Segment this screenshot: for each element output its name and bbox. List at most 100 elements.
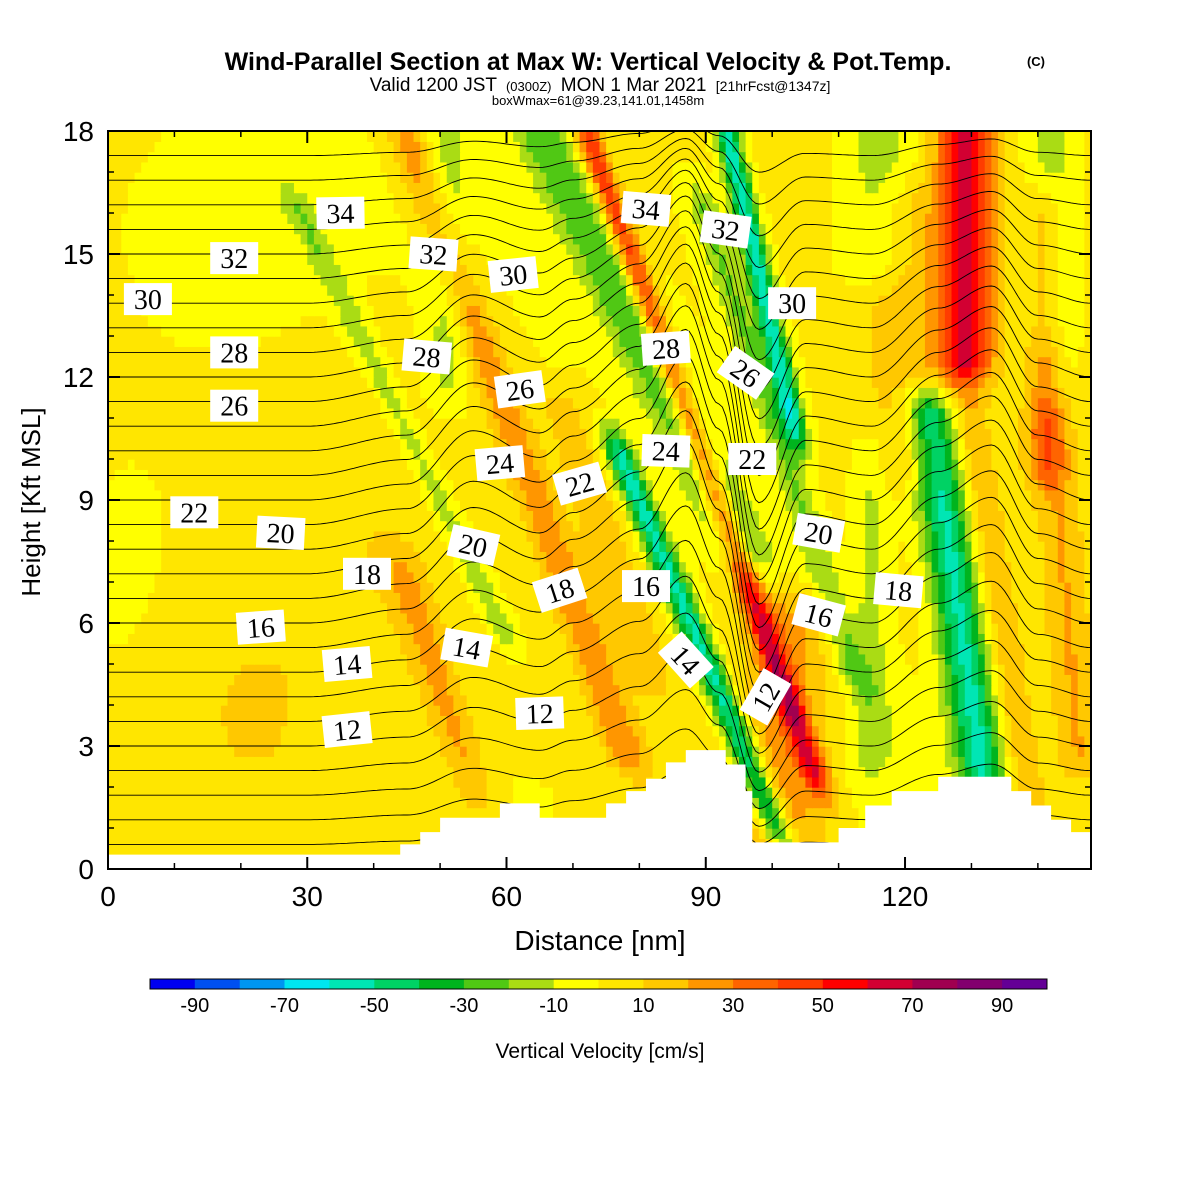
velocity-cell xyxy=(885,633,893,645)
velocity-cell xyxy=(659,725,667,737)
velocity-cell xyxy=(526,551,534,563)
velocity-cell xyxy=(433,612,441,624)
velocity-cell xyxy=(121,756,129,768)
velocity-cell xyxy=(725,756,734,768)
velocity-cell xyxy=(645,756,654,768)
velocity-cell xyxy=(380,612,388,624)
velocity-cell xyxy=(752,787,760,798)
velocity-cell xyxy=(161,725,169,737)
velocity-cell xyxy=(546,725,554,737)
velocity-cell xyxy=(758,807,767,819)
velocity-cell xyxy=(798,817,807,829)
velocity-cell xyxy=(619,530,627,542)
velocity-cell xyxy=(433,633,441,645)
velocity-cell xyxy=(572,541,581,552)
velocity-cell xyxy=(400,756,408,768)
velocity-cell xyxy=(705,725,714,737)
velocity-cell xyxy=(400,725,408,737)
velocity-cell xyxy=(1064,530,1072,542)
velocity-cell xyxy=(672,705,680,716)
velocity-cell xyxy=(426,694,435,706)
velocity-cell xyxy=(440,561,448,573)
velocity-cell xyxy=(433,705,441,716)
velocity-cell xyxy=(174,674,182,686)
velocity-cell xyxy=(466,756,474,768)
velocity-cell xyxy=(200,694,209,706)
velocity-cell xyxy=(1044,735,1052,747)
velocity-cell xyxy=(260,643,269,655)
velocity-cell xyxy=(732,612,740,624)
velocity-cell xyxy=(393,715,401,727)
velocity-cell xyxy=(413,571,421,583)
velocity-cell xyxy=(526,735,534,747)
velocity-cell xyxy=(194,551,202,563)
velocity-cell xyxy=(798,828,807,839)
velocity-cell xyxy=(194,807,202,819)
velocity-cell xyxy=(738,746,747,757)
velocity-cell xyxy=(300,725,308,737)
velocity-cell xyxy=(440,776,448,788)
velocity-cell xyxy=(1057,633,1066,645)
velocity-cell xyxy=(918,766,926,778)
velocity-cell xyxy=(486,694,494,706)
velocity-cell xyxy=(805,551,813,563)
velocity-cell xyxy=(234,807,242,819)
velocity-cell xyxy=(599,541,607,552)
velocity-cell xyxy=(758,797,767,809)
velocity-cell xyxy=(665,664,674,675)
velocity-cell xyxy=(406,807,415,819)
velocity-cell xyxy=(187,828,196,839)
velocity-cell xyxy=(845,612,853,624)
velocity-cell xyxy=(924,653,933,665)
velocity-cell xyxy=(247,735,255,747)
velocity-cell xyxy=(685,705,694,716)
velocity-cell xyxy=(386,530,395,542)
velocity-cell xyxy=(978,653,986,665)
velocity-cell xyxy=(758,612,767,624)
velocity-cell xyxy=(931,643,939,655)
velocity-cell xyxy=(506,797,514,809)
velocity-cell xyxy=(114,530,122,542)
velocity-cell xyxy=(161,530,169,542)
velocity-cell xyxy=(240,582,249,593)
velocity-cell xyxy=(553,623,561,634)
velocity-cell xyxy=(1044,684,1052,696)
velocity-cell xyxy=(280,684,289,696)
velocity-cell xyxy=(592,756,601,768)
velocity-cell xyxy=(632,612,641,624)
velocity-cell xyxy=(154,776,162,788)
velocity-cell xyxy=(1051,756,1059,768)
velocity-cell xyxy=(905,746,913,757)
velocity-cell xyxy=(944,756,953,768)
velocity-cell xyxy=(871,766,880,778)
velocity-cell xyxy=(460,674,468,686)
velocity-cell xyxy=(699,551,707,563)
velocity-cell xyxy=(446,684,455,696)
velocity-cell xyxy=(1084,623,1091,634)
velocity-cell xyxy=(639,623,647,634)
velocity-cell xyxy=(1084,602,1091,614)
velocity-cell xyxy=(619,756,627,768)
velocity-cell xyxy=(812,694,820,706)
velocity-cell xyxy=(147,592,156,604)
velocity-cell xyxy=(626,705,634,716)
velocity-cell xyxy=(174,705,182,716)
velocity-cell xyxy=(978,571,986,583)
velocity-cell xyxy=(240,828,249,839)
velocity-cell xyxy=(705,561,714,573)
velocity-cell xyxy=(612,746,621,757)
velocity-cell xyxy=(612,582,621,593)
velocity-cell xyxy=(1077,807,1086,819)
velocity-cell xyxy=(200,653,209,665)
velocity-cell xyxy=(154,725,162,737)
velocity-cell xyxy=(313,520,322,532)
velocity-cell xyxy=(905,612,913,624)
velocity-cell xyxy=(1077,633,1086,645)
velocity-cell xyxy=(938,674,946,686)
velocity-cell xyxy=(234,541,242,552)
velocity-cell xyxy=(121,592,129,604)
velocity-cell xyxy=(626,766,634,778)
velocity-cell xyxy=(493,684,501,696)
velocity-cell xyxy=(174,694,182,706)
velocity-cell xyxy=(320,756,328,768)
